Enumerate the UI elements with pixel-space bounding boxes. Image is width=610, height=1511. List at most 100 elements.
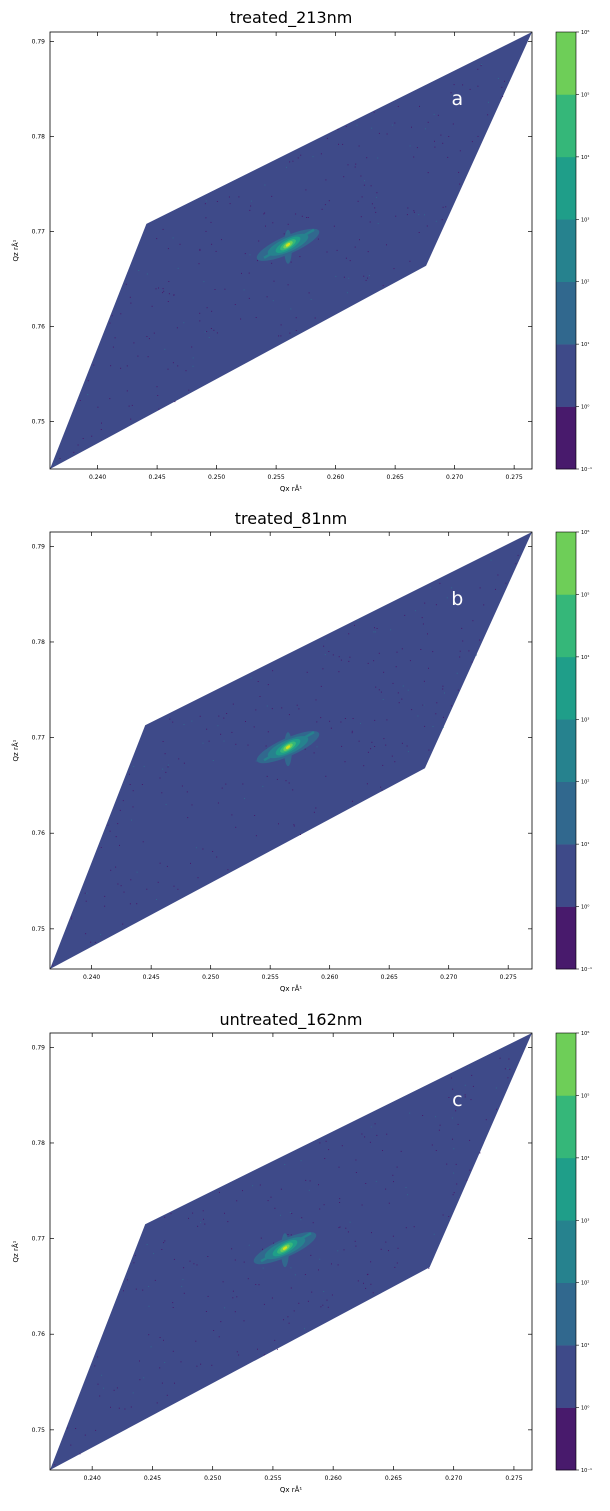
speckle-point xyxy=(427,633,428,635)
speckle-point xyxy=(385,1241,387,1243)
speckle-point xyxy=(234,1311,236,1313)
speckle-point xyxy=(223,717,225,719)
speckle-point xyxy=(442,726,444,728)
speckle-point xyxy=(424,602,426,604)
speckle-point xyxy=(204,203,206,205)
chart-panel-1: 0.240 0.245 0.250 0.255 0.260 0.265 0.270 0.275… xyxy=(11,8,592,493)
speckle-point xyxy=(325,179,327,181)
speckle-point xyxy=(505,582,507,584)
speckle-point xyxy=(200,1221,202,1223)
speckle-point xyxy=(458,171,460,173)
speckle-point xyxy=(339,1226,341,1228)
colorbar-tick-label: 10⁵ xyxy=(581,1093,589,1099)
colorbar-segment xyxy=(556,156,576,220)
speckle-point xyxy=(284,1164,286,1165)
speckle-point xyxy=(205,1311,207,1312)
speckle-point xyxy=(500,97,502,99)
speckle-point xyxy=(165,803,167,805)
colorbar: 10⁻¹ 10⁰ 10¹ 10² 10³ 10⁴ 10⁵ 10⁶ xyxy=(555,30,592,473)
speckle-point xyxy=(451,1077,452,1079)
speckle-point xyxy=(290,1267,292,1269)
x-tick-label: 0.250 xyxy=(204,1475,221,1482)
speckle-point xyxy=(287,223,289,225)
speckle-point xyxy=(394,761,396,763)
speckle-point xyxy=(164,1240,166,1242)
speckle-point xyxy=(129,903,131,905)
speckle-point xyxy=(435,604,437,606)
speckle-point xyxy=(471,1074,473,1076)
speckle-point xyxy=(374,719,376,721)
speckle-point xyxy=(348,633,350,635)
speckle-point xyxy=(373,631,375,633)
speckle-point xyxy=(243,1261,245,1263)
speckle-point xyxy=(451,705,453,707)
speckle-point xyxy=(435,220,437,222)
speckle-point xyxy=(248,1244,250,1246)
speckle-point xyxy=(213,329,215,331)
speckle-point xyxy=(375,686,377,688)
speckle-point xyxy=(192,365,194,367)
speckle-point xyxy=(300,154,302,156)
speckle-point xyxy=(229,203,231,205)
speckle-point xyxy=(157,395,159,396)
speckle-point xyxy=(274,1207,276,1209)
peak-contour-1e6 xyxy=(285,745,291,749)
speckle-point xyxy=(238,196,240,198)
speckle-point xyxy=(195,1340,197,1342)
speckle-point xyxy=(335,275,337,277)
x-tick-label: 0.240 xyxy=(83,974,100,981)
bragg-peak xyxy=(256,228,320,264)
speckle-point xyxy=(219,1191,220,1193)
speckle-point xyxy=(480,65,482,67)
speckle-point xyxy=(376,628,378,629)
speckle-point xyxy=(234,304,236,305)
speckle-point xyxy=(358,740,360,742)
speckle-point xyxy=(147,356,149,358)
speckle-point xyxy=(438,1129,440,1131)
colorbar-segment xyxy=(556,1220,576,1284)
speckle-point xyxy=(432,651,434,653)
colorbar-tick-label: 10² xyxy=(581,780,589,786)
speckle-point xyxy=(307,1300,309,1302)
speckle-point xyxy=(174,1382,175,1384)
speckle-point xyxy=(320,153,322,155)
bragg-peak xyxy=(253,1232,317,1268)
speckle-point xyxy=(315,699,317,701)
speckle-point xyxy=(373,111,375,113)
speckle-point xyxy=(369,221,371,223)
speckle-point xyxy=(380,786,382,788)
y-axis-label: Qz rÅ¹ xyxy=(11,1240,20,1262)
speckle-point xyxy=(192,357,194,359)
speckle-point xyxy=(352,800,353,802)
speckle-point xyxy=(464,1096,466,1098)
speckle-point xyxy=(442,206,444,208)
speckle-point xyxy=(453,1172,455,1174)
speckle-point xyxy=(188,1217,189,1219)
speckle-point xyxy=(367,251,369,253)
colorbar-tick-label: 10⁻¹ xyxy=(581,967,592,973)
speckle-point xyxy=(142,841,144,843)
x-tick-label: 0.260 xyxy=(321,974,338,981)
speckle-point xyxy=(280,1188,282,1190)
speckle-point xyxy=(424,128,426,130)
speckle-point xyxy=(428,749,430,751)
speckle-point xyxy=(407,689,409,691)
speckle-point xyxy=(54,1464,56,1466)
speckle-point xyxy=(397,106,399,107)
speckle-point xyxy=(290,1234,292,1236)
speckle-point xyxy=(341,1145,343,1147)
speckle-point xyxy=(448,136,450,137)
speckle-point xyxy=(358,145,360,147)
speckle-point xyxy=(433,1233,435,1235)
speckle-point xyxy=(292,160,294,162)
x-tick-label: 0.265 xyxy=(381,974,398,981)
speckle-point xyxy=(349,260,351,262)
speckle-point xyxy=(487,114,489,116)
speckle-point xyxy=(327,1306,329,1308)
speckle-point xyxy=(85,900,87,902)
speckle-point xyxy=(197,877,199,879)
speckle-point xyxy=(363,1282,364,1284)
speckle-point xyxy=(364,1136,366,1138)
speckle-point xyxy=(346,292,348,294)
colorbar-tick-label: 10⁻¹ xyxy=(581,467,592,473)
